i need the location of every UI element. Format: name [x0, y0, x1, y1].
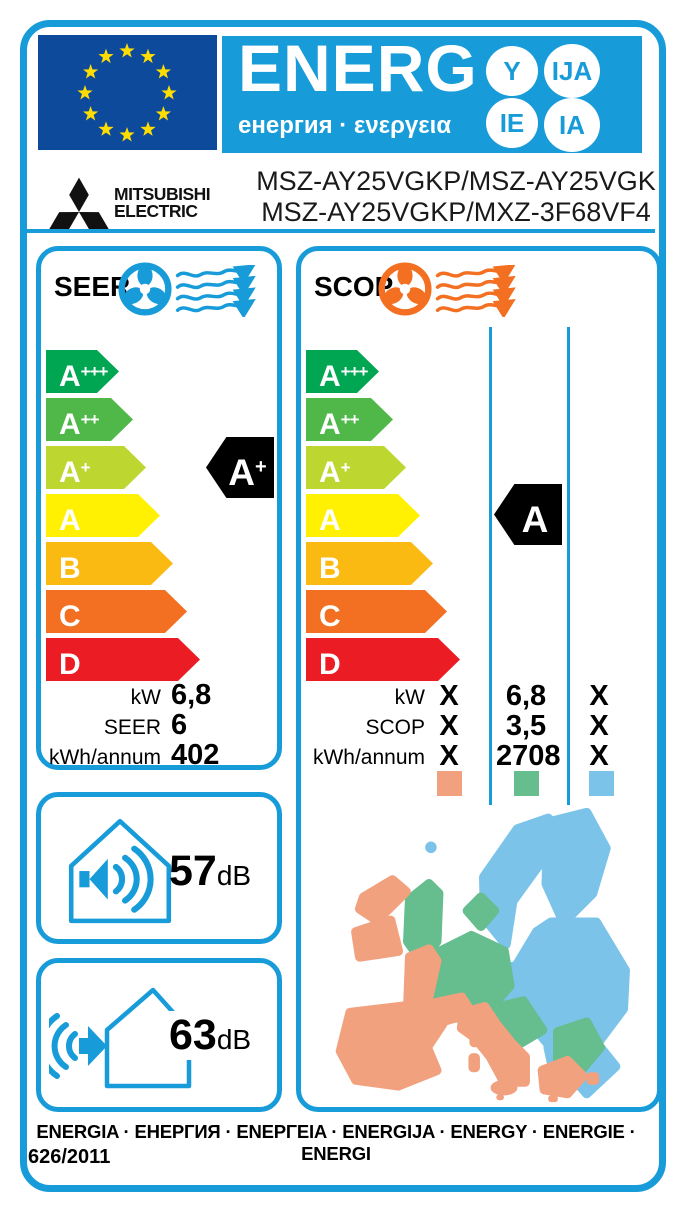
brand-name: MITSUBISHI ELECTRIC — [114, 184, 211, 221]
zone-divider-line — [567, 327, 570, 805]
seer-row-kw: kW 6,8 — [130, 679, 212, 711]
energy-languages-text: ENERGIA · ЕНЕРГИЯ · ENEPΓEIA · ENERGIJA … — [36, 1121, 636, 1164]
class-arrow: C — [306, 590, 447, 633]
badge-ie: IE — [486, 98, 538, 148]
scop-rating-arrow: A — [494, 484, 562, 545]
indoor-noise-icon — [68, 818, 172, 924]
class-arrow: A++ — [306, 398, 393, 441]
scop-row-kwh: kWh/annum X 2708 X — [312, 740, 609, 772]
class-arrow: A+ — [306, 446, 406, 489]
cold-zone-swatch — [589, 771, 614, 796]
header-divider — [25, 229, 655, 233]
scop-row-kw: kW X 6,8 X — [394, 680, 609, 712]
eu-flag — [38, 35, 217, 150]
cooling-fan-icon — [118, 262, 172, 316]
warm-air-waves-icon — [435, 265, 516, 317]
scop-row-scop: SCOP X 3,5 X — [365, 710, 609, 742]
class-arrow: D — [46, 638, 200, 681]
energ-subtitle: енергия · ενεργεια — [238, 112, 452, 139]
model-line2: MSZ-AY25VGKP/MXZ-3F68VF4 — [261, 197, 651, 228]
energ-banner: ENERG енергия · ενεργεια Y IJA IE IA — [222, 31, 642, 153]
class-arrow: A++ — [46, 398, 133, 441]
brand-line2: ELECTRIC — [114, 200, 198, 221]
seer-rating-arrow: A+ — [206, 437, 274, 498]
indoor-noise-value: 57dB — [169, 847, 252, 895]
seer-panel: SEER A+++ A++ A+ A B C D — [36, 246, 282, 770]
label-border-frame — [20, 20, 666, 1192]
badge-y: Y — [486, 46, 538, 96]
class-arrow: A — [306, 494, 420, 537]
mitsubishi-logo-icon — [49, 177, 109, 230]
brand-line1: MITSUBISHI — [114, 184, 211, 204]
class-arrow: A — [46, 494, 160, 537]
seer-title: SEER — [54, 271, 131, 302]
seer-row-seer: SEER 6 — [103, 709, 188, 741]
model-names: MSZ-AY25VGKP/MSZ-AY25VGK MSZ-AY25VGKP/MX… — [250, 166, 662, 229]
class-arrow: B — [306, 542, 433, 585]
eu-stars-icon — [77, 43, 177, 142]
warm-zone-swatch — [437, 771, 462, 796]
class-arrow: A+ — [46, 446, 146, 489]
heating-fan-icon — [378, 262, 432, 316]
scop-panel: SCOP A+++ A++ A+ A B C — [296, 246, 662, 1112]
cool-air-waves-icon — [175, 265, 256, 317]
class-arrow: A+++ — [46, 350, 119, 393]
model-line1: MSZ-AY25VGKP/MSZ-AY25VGK — [256, 166, 656, 196]
class-arrow: D — [306, 638, 460, 681]
class-arrow: C — [46, 590, 187, 633]
badge-ia: IA — [544, 98, 600, 152]
energ-wordmark: ENERG — [238, 31, 478, 105]
indoor-noise-panel: 57dB — [36, 792, 282, 944]
class-arrow: B — [46, 542, 173, 585]
regulation-number: 626/2011 — [28, 1146, 111, 1168]
outdoor-noise-panel: 63dB — [36, 958, 282, 1112]
class-arrow: A+++ — [306, 350, 379, 393]
average-zone-swatch — [514, 771, 539, 796]
seer-row-kwh: kWh/annum 402 — [48, 739, 220, 771]
badge-ija: IJA — [544, 44, 600, 98]
outdoor-noise-value: 63dB — [167, 1011, 254, 1060]
europe-climate-map — [335, 807, 630, 1103]
zone-divider-line — [489, 327, 492, 805]
